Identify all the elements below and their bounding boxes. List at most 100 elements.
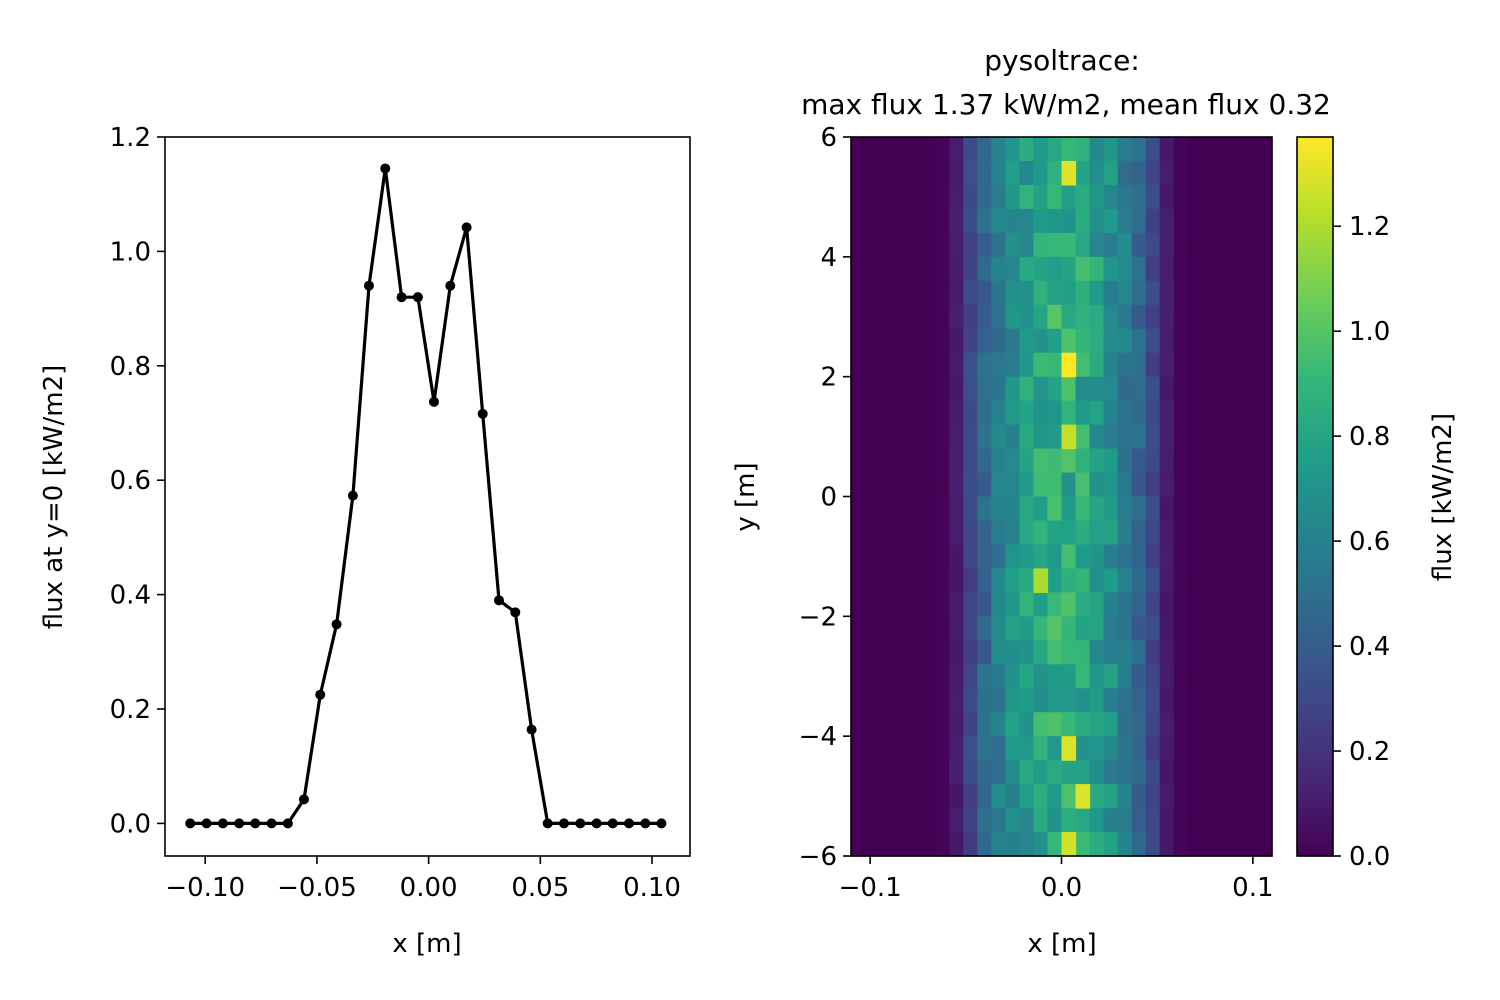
- colorbar-segment: [1297, 538, 1333, 546]
- heatmap-cell: [1047, 568, 1063, 593]
- heatmap-cell: [865, 376, 880, 402]
- heatmap-cell: [1117, 232, 1133, 258]
- flux-profile-point: [575, 818, 586, 829]
- heatmap-cell: [1131, 808, 1147, 833]
- colorbar-segment: [1297, 622, 1333, 629]
- colorbar-segment: [1297, 430, 1333, 438]
- heatmap-cell: [1201, 592, 1217, 617]
- heatmap-cell: [1103, 712, 1119, 737]
- heatmap-cell: [1201, 496, 1217, 522]
- heatmap-cell: [879, 160, 894, 186]
- heatmap-cell: [1089, 208, 1105, 234]
- heatmap-cell: [935, 616, 950, 641]
- heatmap-cell: [1089, 400, 1105, 426]
- heatmap-cell: [1047, 232, 1063, 258]
- heatmap-cell: [1061, 640, 1077, 665]
- heatmap-cell: [935, 640, 950, 665]
- heatmap-cell: [851, 664, 866, 689]
- heatmap-cell: [949, 256, 964, 282]
- heatmap-cell: [1019, 160, 1035, 186]
- colorbar-segment: [1297, 208, 1333, 216]
- colorbar-segment: [1297, 610, 1333, 617]
- heatmap-cell: [1089, 664, 1105, 689]
- heatmap-cell: [1019, 448, 1035, 474]
- heatmap-cell: [1257, 232, 1273, 258]
- heatmap-cell: [1229, 592, 1245, 617]
- heatmap-cell: [1089, 328, 1105, 354]
- heatmap-cell: [893, 640, 908, 665]
- heatmap-cell: [865, 568, 880, 593]
- colorbar-segment: [1297, 616, 1333, 623]
- colorbar-segment: [1297, 280, 1333, 288]
- heatmap-cell: [1075, 616, 1091, 641]
- heatmap-cell: [1215, 137, 1231, 162]
- heatmap-cell: [1033, 328, 1049, 354]
- heatmap-cell: [991, 137, 1006, 162]
- heatmap-cell: [1131, 760, 1147, 785]
- heatmap-cell: [1229, 712, 1245, 737]
- heatmap-cell: [963, 760, 978, 785]
- heatmap-cell: [1187, 208, 1203, 234]
- heatmap-cell: [949, 280, 964, 306]
- heatmap-cell: [907, 280, 922, 306]
- flux-profile-point: [559, 818, 569, 829]
- heatmap-cell: [907, 137, 922, 162]
- heatmap-cell: [935, 784, 950, 809]
- flux-profile-point: [298, 794, 309, 805]
- heatmap-cell: [963, 640, 978, 665]
- heatmap-ticks: −0.1 0.0 0.1 −6 −4 −2 0 2 4 6: [799, 123, 1274, 903]
- heatmap-cell: [1061, 520, 1077, 546]
- colorbar-segment: [1297, 490, 1333, 498]
- line-y-tick-label: 0.0: [110, 809, 151, 839]
- heatmap-cell: [1047, 712, 1063, 737]
- heatmap-cell: [1075, 376, 1091, 402]
- colorbar-segment: [1297, 184, 1333, 192]
- heatmap-cell: [991, 808, 1006, 833]
- heatmap-cell: [879, 832, 894, 857]
- heatmap-cell: [935, 520, 950, 546]
- heatmap-cell: [1257, 376, 1273, 402]
- heatmap-cell: [1075, 592, 1091, 617]
- heatmap-cell: [1159, 784, 1175, 809]
- colorbar-segment: [1297, 778, 1333, 785]
- heatmap-cell: [1201, 544, 1217, 569]
- line-y-tick-label: 0.6: [110, 466, 151, 496]
- heatmap-cell: [865, 448, 880, 474]
- flux-profile-point: [493, 595, 504, 606]
- heatmap-cell: [1075, 160, 1091, 186]
- heatmap-cell: [1089, 784, 1105, 809]
- colorbar-segment: [1297, 544, 1333, 552]
- heatmap-cell: [949, 400, 964, 426]
- heatmap-cell: [977, 616, 992, 641]
- heatmap-cell: [879, 256, 894, 282]
- heatmap-cell: [851, 568, 866, 593]
- heatmap-cell: [1201, 137, 1217, 162]
- heatmap-cell: [907, 616, 922, 641]
- heatmap-cell: [1229, 472, 1245, 498]
- heatmap-cell: [1103, 640, 1119, 665]
- heatmap-hotspot-cell: [1075, 784, 1091, 809]
- colorbar-segment: [1297, 322, 1333, 330]
- heatmap-cell: [1243, 137, 1259, 162]
- heatmap-cell: [1047, 736, 1063, 761]
- colorbar-segment: [1297, 448, 1333, 456]
- heatmap-cell: [1215, 280, 1231, 306]
- colorbar-segment: [1297, 226, 1333, 234]
- heatmap-cell: [1103, 472, 1119, 498]
- heatmap-cell: [1089, 712, 1105, 737]
- heatmap-cell: [865, 472, 880, 498]
- heatmap-cell: [1243, 232, 1259, 258]
- heatmap-cell: [935, 760, 950, 785]
- heatmap-cell: [1243, 544, 1259, 569]
- heatmap-cell: [1229, 160, 1245, 186]
- heatmap-cell: [879, 568, 894, 593]
- colorbar-segment: [1297, 718, 1333, 725]
- heatmap-cell: [1159, 280, 1175, 306]
- heatmap-cell: [1131, 256, 1147, 282]
- colorbar-segment: [1297, 784, 1333, 791]
- heatmap-cell: [921, 256, 936, 282]
- colorbar-segment: [1297, 706, 1333, 713]
- colorbar-segment: [1297, 274, 1333, 282]
- heatmap-cell: [907, 376, 922, 402]
- heatmap-cell: [1005, 664, 1020, 689]
